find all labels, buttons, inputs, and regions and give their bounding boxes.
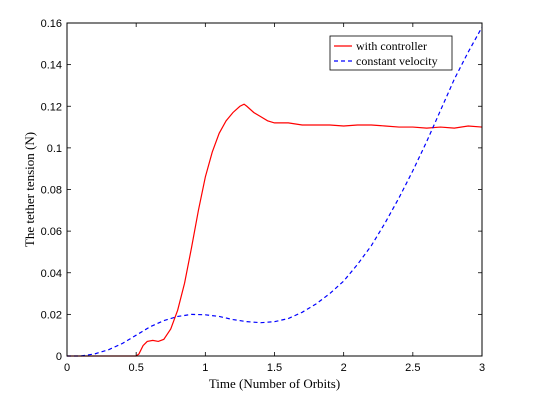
x-axis-label: Time (Number of Orbits) — [209, 376, 340, 391]
plot-area — [67, 23, 482, 356]
y-tick-label: 0.14 — [41, 60, 62, 72]
series-line-with-controller — [67, 103, 483, 357]
x-tick-label: 1.5 — [267, 362, 282, 374]
y-tick-label: 0.04 — [41, 268, 62, 280]
legend: with controller constant velocity — [329, 35, 453, 71]
y-tick-label: 0.16 — [41, 18, 62, 30]
series-line-constant-velocity — [67, 26, 483, 357]
x-tick-label: 2 — [341, 362, 347, 374]
x-tick-label: 0 — [64, 362, 70, 374]
x-tick-label: 1 — [202, 362, 208, 374]
y-tick-label: 0 — [56, 351, 62, 363]
legend-label-with-controller: with controller — [356, 39, 427, 53]
legend-box — [329, 35, 453, 71]
y-tick-label: 0.1 — [47, 143, 62, 155]
x-tick-label: 2.5 — [405, 362, 420, 374]
x-ticks: 0 0.5 1 1.5 2 2.5 3 — [64, 23, 485, 374]
y-tick-label: 0.06 — [41, 226, 62, 238]
legend-label-constant-velocity: constant velocity — [356, 54, 438, 68]
x-tick-label: 0.5 — [129, 362, 144, 374]
y-tick-label: 0.08 — [41, 185, 62, 197]
y-tick-label: 0.12 — [41, 101, 62, 113]
x-tick-label: 3 — [479, 362, 485, 374]
y-axis-label: The tether tension (N) — [22, 132, 37, 247]
y-ticks: 0 0.02 0.04 0.06 0.08 0.1 0.12 0.14 0.16 — [41, 18, 482, 363]
series-layer — [67, 26, 483, 357]
y-tick-label: 0.02 — [41, 309, 62, 321]
